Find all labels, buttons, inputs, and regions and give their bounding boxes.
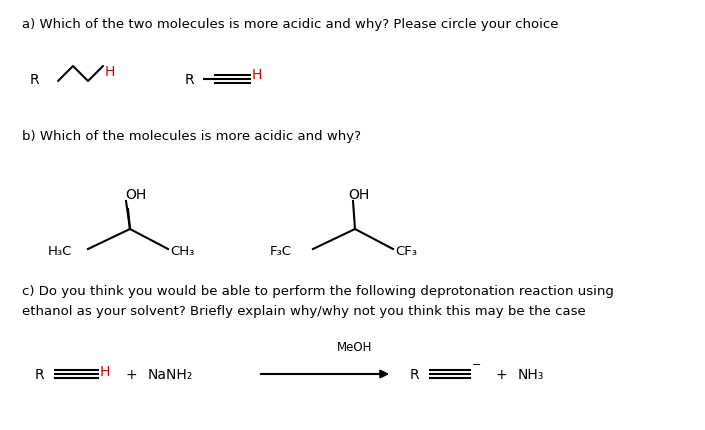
Text: +: +: [495, 367, 507, 381]
Text: NaNH₂: NaNH₂: [148, 367, 193, 381]
Text: H: H: [105, 65, 116, 79]
Text: −: −: [472, 359, 482, 369]
Text: OH: OH: [125, 187, 146, 202]
Text: a) Which of the two molecules is more acidic and why? Please circle your choice: a) Which of the two molecules is more ac…: [22, 18, 558, 31]
Text: CF₃: CF₃: [395, 245, 417, 258]
Text: MeOH: MeOH: [337, 341, 373, 354]
Text: CH₃: CH₃: [170, 245, 195, 258]
Text: H: H: [252, 68, 262, 82]
Text: H₃C: H₃C: [48, 245, 73, 258]
Text: R: R: [410, 367, 419, 381]
Text: R: R: [35, 367, 44, 381]
Text: ethanol as your solvent? Briefly explain why/why not you think this may be the c: ethanol as your solvent? Briefly explain…: [22, 304, 586, 317]
Text: R: R: [185, 73, 195, 87]
Text: c) Do you think you would be able to perform the following deprotonation reactio: c) Do you think you would be able to per…: [22, 284, 614, 297]
Text: OH: OH: [348, 187, 369, 202]
Text: H: H: [100, 364, 111, 378]
Text: NH₃: NH₃: [518, 367, 544, 381]
Text: F₃C: F₃C: [270, 245, 292, 258]
Text: +: +: [125, 367, 137, 381]
Text: R: R: [30, 73, 39, 87]
Text: b) Which of the molecules is more acidic and why?: b) Which of the molecules is more acidic…: [22, 130, 361, 143]
